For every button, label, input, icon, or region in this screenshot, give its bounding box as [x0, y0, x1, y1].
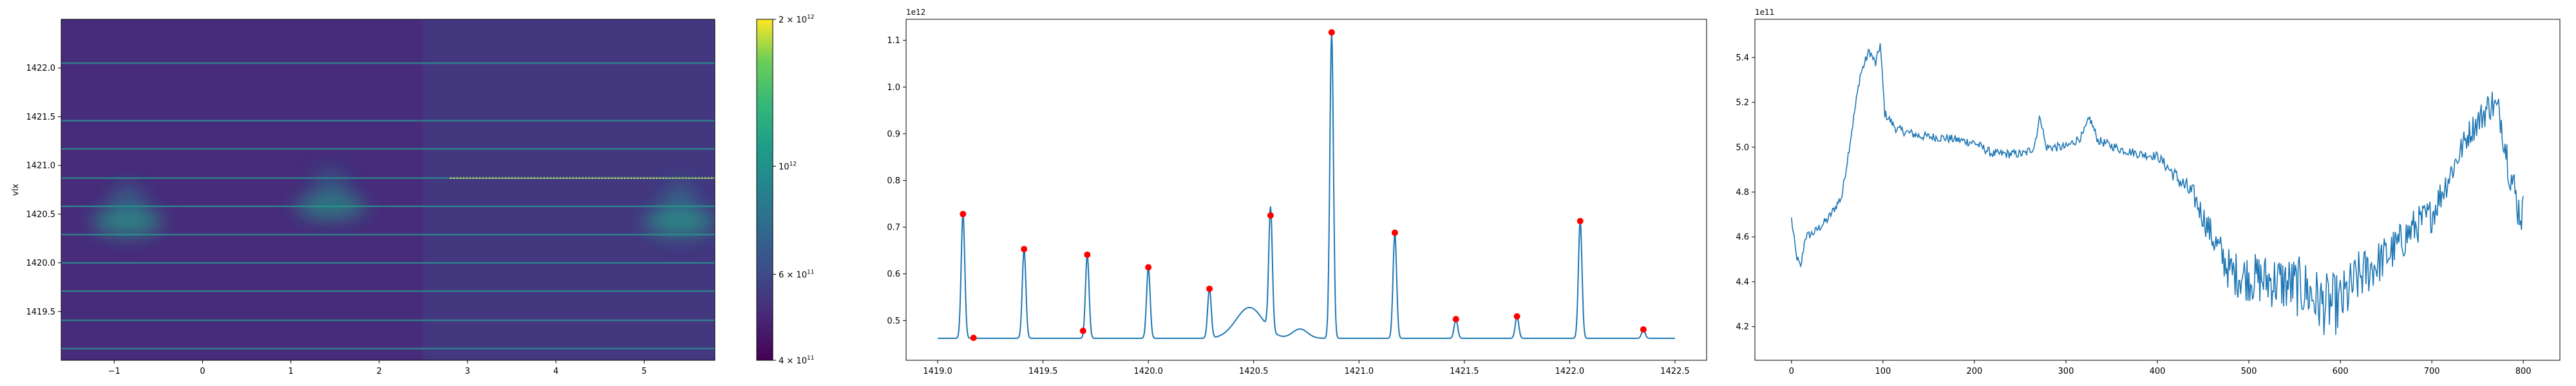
heatmap-plot-area [61, 19, 715, 360]
y-tick-label: 4.4 [1736, 277, 1749, 287]
peak-marker [1206, 285, 1213, 292]
peaks-x-axis: 1419.0 1419.5 1420.0 1420.5 1421.0 1421.5 1422… [923, 360, 1690, 376]
y-tick-label: 1420.5 [26, 210, 56, 219]
x-tick-label: 3 [465, 367, 470, 376]
noise-offset-label: 1e11 [1755, 8, 1774, 17]
peaks-offset-label: 1e12 [906, 8, 925, 17]
heatmap-blob-halo [109, 181, 146, 226]
x-tick-label: 0 [1789, 367, 1794, 376]
x-tick-label: 1421.5 [1450, 367, 1479, 376]
colorbar-tick-base: 6 × 10 [779, 270, 807, 280]
noise-frame [1754, 19, 2561, 361]
peaks-y-axis: 0.5 0.6 0.7 0.8 0.9 1.0 1.1 [887, 36, 906, 326]
heatmap-blob-halo [312, 165, 349, 211]
y-tick-label: 0.8 [887, 176, 900, 186]
y-tick-label: 5.4 [1736, 53, 1749, 63]
noise-x-axis: 0 100 200 300 400 500 600 700 800 [1789, 360, 2532, 376]
peak-marker [1328, 29, 1335, 36]
x-tick-label: 1422.5 [1660, 367, 1690, 376]
peak-marker [1079, 327, 1086, 335]
heatmap-lines [61, 62, 715, 350]
peaks-frame [905, 19, 1707, 361]
peak-marker [1267, 212, 1274, 219]
heatmap-y-label: vlx [11, 183, 21, 196]
colorbar-tick-base: 2 × 10 [779, 15, 807, 25]
y-tick-label: 5.2 [1736, 98, 1749, 108]
x-tick-label: 800 [2515, 367, 2532, 376]
colorbar-tick-base: 4 × 10 [779, 356, 807, 366]
peaks-markers [960, 29, 1647, 342]
x-tick-label: 100 [1875, 367, 1891, 376]
x-tick-label: 200 [1966, 367, 1982, 376]
colorbar-tick-label: 1012 [779, 161, 797, 172]
heatmap-y-axis: 1419.5 1420.0 1420.5 1421.0 1421.5 1422.0 [26, 64, 61, 317]
noise-panel: 1e11 0 100 200 300 400 500 600 700 800 4.2 4.4 4.6… [1736, 8, 2561, 376]
y-tick-label: 0.5 [887, 317, 900, 326]
heatmap-x-axis: −1 0 1 2 3 4 5 [108, 360, 647, 376]
colorbar-tick-exp: 12 [807, 14, 814, 21]
heatmap-panel: −1 0 1 2 3 4 5 1419.51420.01420.51421.01421.51… [11, 14, 814, 376]
peaks-series-line [938, 32, 1675, 339]
y-tick-label: 4.8 [1736, 188, 1749, 198]
peak-marker [1577, 217, 1584, 225]
x-tick-label: 1420.0 [1133, 367, 1163, 376]
peak-marker [1084, 251, 1091, 258]
y-tick-label: 1421.0 [26, 161, 56, 171]
x-tick-label: 4 [553, 367, 558, 376]
colorbar-tick-exp: 11 [807, 269, 814, 275]
noise-y-axis: 4.2 4.4 4.6 4.8 5.0 5.2 5.4 [1736, 53, 1755, 332]
heatmap-blob-halo [661, 181, 698, 226]
y-tick-label: 1420.0 [26, 259, 56, 268]
colorbar [756, 19, 773, 361]
y-tick-label: 1.1 [887, 36, 900, 46]
x-tick-label: 0 [200, 367, 205, 376]
y-tick-label: 1421.5 [26, 113, 56, 122]
y-tick-label: 5.0 [1736, 143, 1749, 152]
x-tick-label: 1419.5 [1028, 367, 1058, 376]
noise-series-line [1791, 43, 2524, 335]
peak-marker [960, 210, 967, 217]
colorbar-tick-exp: 12 [790, 161, 797, 167]
peak-marker [1391, 229, 1398, 236]
x-tick-label: 1422.0 [1555, 367, 1585, 376]
x-tick-label: 1421.0 [1345, 367, 1374, 376]
y-tick-label: 1419.5 [26, 308, 56, 317]
colorbar-tick-label: 2 × 1012 [779, 14, 814, 25]
x-tick-label: 700 [2424, 367, 2440, 376]
y-tick-label: 4.2 [1736, 322, 1749, 332]
x-tick-label: 5 [641, 367, 647, 376]
x-tick-label: 600 [2333, 367, 2349, 376]
colorbar-tick-base: 10 [779, 162, 790, 172]
x-tick-label: 400 [2150, 367, 2166, 376]
colorbar-tick-label: 6 × 1011 [779, 269, 814, 280]
y-tick-label: 0.6 [887, 270, 900, 279]
x-tick-label: 300 [2058, 367, 2074, 376]
colorbar-tick-exp: 11 [807, 355, 814, 362]
heatmap-frame [61, 19, 715, 361]
y-tick-label: 1.0 [887, 83, 900, 93]
y-tick-label: 1422.0 [26, 64, 56, 73]
y-tick-label: 0.7 [887, 223, 900, 233]
x-tick-label: 1419.0 [923, 367, 952, 376]
x-tick-label: −1 [108, 367, 120, 376]
peak-marker [1145, 264, 1152, 271]
colorbar-tick-label: 4 × 1011 [779, 355, 814, 366]
x-tick-label: 2 [377, 367, 382, 376]
peaks-panel: 1e12 1419.0 1419.5 1420.0 1420.5 1421.0 1421.… [887, 8, 1707, 376]
y-tick-label: 0.9 [887, 129, 900, 139]
peak-marker [1452, 316, 1459, 323]
x-tick-label: 1420.5 [1239, 367, 1269, 376]
peak-marker [1640, 326, 1647, 333]
x-tick-label: 500 [2241, 367, 2257, 376]
peak-marker [1513, 313, 1520, 320]
peak-marker [970, 335, 977, 342]
heatmap-blobs [91, 165, 715, 236]
x-tick-label: 1 [288, 367, 293, 376]
peak-marker [1021, 246, 1028, 253]
y-tick-label: 4.6 [1736, 233, 1749, 243]
